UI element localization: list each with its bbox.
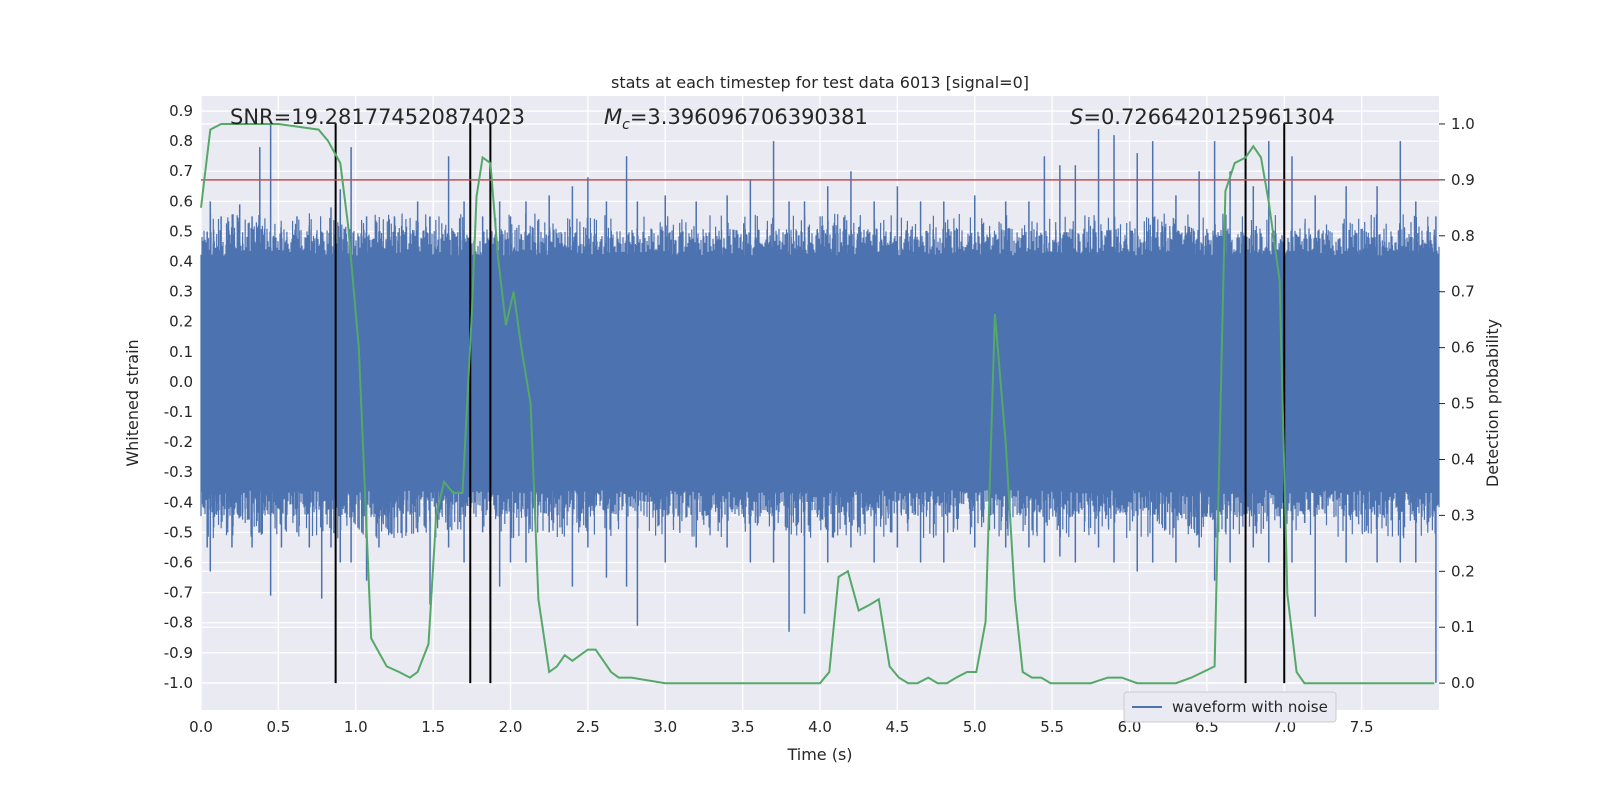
y-tick-label: -0.5 [164,523,193,541]
x-tick-label: 3.0 [653,718,677,736]
waveform-noise-band [200,213,1440,539]
s-annotation: S=0.7266420125961304 [1070,105,1335,129]
y2-tick-label: 0.8 [1451,227,1475,245]
y2-axis-ticks: 1.0 0.9 0.8 0.7 0.6 0.5 0.4 0.3 0.2 0.1 0.0 [1439,115,1475,692]
x-tick-label: 3.5 [731,718,755,736]
y-tick-label: -0.8 [164,614,193,632]
y-tick-label: -0.3 [164,463,193,481]
x-tick-label: 1.0 [344,718,368,736]
detection-probability-series [200,123,1435,685]
y-tick-label: 0.5 [169,222,193,240]
y-tick-label: 0.3 [169,283,193,301]
y2-tick-label: 0.7 [1451,283,1475,301]
y2-tick-label: 0.0 [1451,674,1475,692]
chart-title: stats at each timestep for test data 601… [611,73,1029,92]
y-tick-label: 0.4 [169,253,193,271]
chirp-mass-annotation: Mc=3.396096706390381 [604,105,868,133]
y2-tick-label: 0.3 [1451,506,1475,524]
x-tick-label: 1.5 [421,718,445,736]
y-tick-label: 0.7 [169,162,193,180]
y-tick-label: -0.7 [164,584,193,602]
y-tick-label: 0.8 [169,132,193,150]
y-tick-label: -0.2 [164,433,193,451]
x-tick-label: 2.0 [499,718,523,736]
waveform-with-noise-series [200,123,1440,683]
y-tick-label: -1.0 [164,674,193,692]
legend-box [1123,691,1337,723]
x-tick-label: 4.0 [808,718,832,736]
x-tick-label: 5.5 [1040,718,1064,736]
y-tick-label: 0.9 [169,102,193,120]
y2-tick-label: 0.5 [1451,395,1475,413]
legend-label: waveform with noise [1172,698,1328,716]
y-tick-label: -0.4 [164,493,193,511]
legend: waveform with noise [1123,691,1337,723]
x-tick-label: 7.5 [1350,718,1374,736]
y2-tick-label: 0.9 [1451,171,1475,189]
x-tick-label: 0.5 [266,718,290,736]
y2-axis-label: Detection probability [1483,319,1502,487]
y-axis-ticks: 0.9 0.8 0.7 0.6 0.5 0.4 0.3 0.2 0.1 0.0 -0.1 -0.2 -0… [164,102,193,692]
y2-tick-label: 0.1 [1451,618,1475,636]
y-tick-label: -0.1 [164,403,193,421]
y2-tick-label: 0.4 [1451,450,1475,468]
y-tick-label: -0.6 [164,554,193,572]
x-tick-label: 2.5 [576,718,600,736]
y2-tick-label: 0.6 [1451,339,1475,357]
x-tick-label: 5.0 [963,718,987,736]
x-axis-label: Time (s) [786,745,852,764]
x-tick-label: 0.0 [189,718,213,736]
x-tick-label: 4.5 [885,718,909,736]
y-tick-label: 0.0 [169,373,193,391]
y2-tick-label: 0.2 [1451,562,1475,580]
y-tick-label: 0.6 [169,192,193,210]
y-tick-label: -0.9 [164,644,193,662]
x-axis-ticks: 0.0 0.5 1.0 1.5 2.0 2.5 3.0 3.5 4.0 4.5 5.0 5.5 6.0 6… [189,718,1373,736]
y2-tick-label: 1.0 [1451,115,1475,133]
vertical-markers [334,123,1286,684]
y-tick-label: 0.1 [169,343,193,361]
snr-annotation: SNR=19.281774520874023 [230,105,525,129]
y-axis-label: Whitened strain [123,339,142,466]
y-tick-label: 0.2 [169,313,193,331]
detection-probability-line [200,123,1435,685]
